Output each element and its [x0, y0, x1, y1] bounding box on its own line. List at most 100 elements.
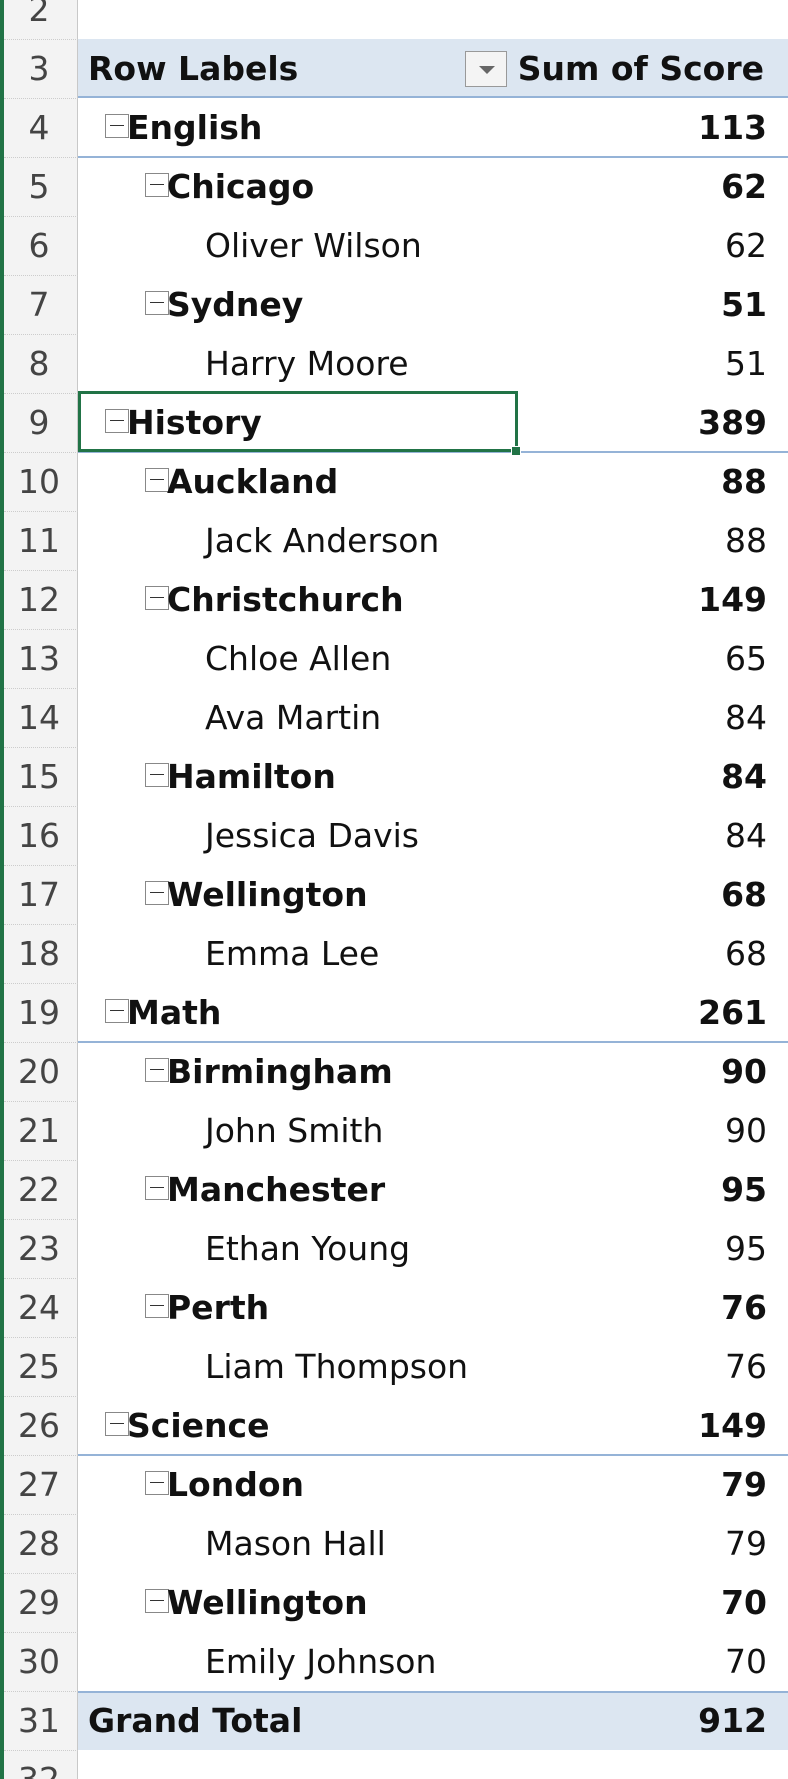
row-gridline — [4, 156, 78, 158]
row-gridline — [4, 1100, 78, 1102]
fill-handle[interactable] — [511, 445, 521, 456]
person-label: Mason Hall — [205, 1523, 386, 1563]
city-label: Wellington — [167, 1582, 368, 1622]
row-number[interactable]: 11 — [18, 520, 60, 560]
row-gridline — [4, 864, 78, 866]
row-gridline — [4, 1631, 78, 1633]
row-gridline — [4, 1454, 78, 1456]
city-value: 149 — [698, 579, 767, 619]
row-number[interactable]: 12 — [18, 579, 60, 619]
row-number[interactable]: 14 — [18, 697, 60, 737]
row-number[interactable]: 19 — [18, 992, 60, 1032]
group-label: English — [127, 107, 263, 147]
row-number[interactable]: 30 — [18, 1641, 60, 1681]
row-number[interactable]: 3 — [28, 48, 50, 88]
person-label: Harry Moore — [205, 343, 409, 383]
city-label: Hamilton — [167, 756, 336, 796]
collapse-button[interactable] — [145, 1588, 169, 1613]
row-number[interactable]: 25 — [18, 1346, 60, 1386]
header-value: Sum of Score — [517, 48, 764, 88]
row-number[interactable]: 20 — [18, 1051, 60, 1091]
collapse-button[interactable] — [145, 172, 169, 197]
city-label: Birmingham — [167, 1051, 393, 1091]
header-band — [78, 38, 788, 98]
row-number[interactable]: 4 — [28, 107, 50, 147]
collapse-button[interactable] — [145, 1470, 169, 1495]
row-number[interactable]: 26 — [18, 1405, 60, 1445]
city-value: 95 — [721, 1169, 767, 1209]
row-number[interactable]: 17 — [18, 874, 60, 914]
row-gridline — [4, 569, 78, 571]
collapse-button[interactable] — [145, 1293, 169, 1318]
row-number[interactable]: 7 — [28, 284, 50, 324]
collapse-button[interactable] — [145, 290, 169, 315]
person-value: 95 — [725, 1228, 767, 1268]
city-value: 70 — [721, 1582, 767, 1622]
row-number[interactable]: 8 — [28, 343, 50, 383]
filter-dropdown[interactable] — [465, 50, 507, 87]
person-label: Oliver Wilson — [205, 225, 422, 265]
row-number[interactable]: 24 — [18, 1287, 60, 1327]
person-value: 90 — [725, 1110, 767, 1150]
row-gridline — [4, 38, 78, 40]
row-number[interactable]: 18 — [18, 933, 60, 973]
city-value: 51 — [721, 284, 767, 324]
row-gridline — [4, 1749, 78, 1751]
city-label: Manchester — [167, 1169, 386, 1209]
collapse-button[interactable] — [105, 998, 129, 1023]
row-number[interactable]: 2 — [28, 0, 50, 29]
person-value: 84 — [725, 815, 767, 855]
row-gridline — [4, 510, 78, 512]
collapse-button[interactable] — [145, 1175, 169, 1200]
row-number[interactable]: 22 — [18, 1169, 60, 1209]
person-label: Chloe Allen — [205, 638, 392, 678]
header-row-labels: Row Labels — [88, 48, 299, 88]
row-number[interactable]: 27 — [18, 1464, 60, 1504]
row-gridline — [4, 1513, 78, 1515]
collapse-button[interactable] — [145, 467, 169, 492]
city-label: Auckland — [167, 461, 339, 501]
collapse-button[interactable] — [145, 762, 169, 787]
group-label: Science — [127, 1405, 270, 1445]
row-gridline — [4, 982, 78, 984]
row-number[interactable]: 9 — [28, 402, 50, 442]
collapse-button[interactable] — [105, 113, 129, 138]
row-number[interactable]: 5 — [28, 166, 50, 206]
collapse-button[interactable] — [145, 585, 169, 610]
collapse-button[interactable] — [105, 1411, 129, 1436]
person-label: Ethan Young — [205, 1228, 411, 1268]
city-value: 84 — [721, 756, 767, 796]
row-gridline — [4, 215, 78, 217]
city-value: 79 — [721, 1464, 767, 1504]
row-gridline — [4, 1041, 78, 1043]
person-value: 79 — [725, 1523, 767, 1563]
row-number[interactable]: 13 — [18, 638, 60, 678]
row-gridline — [4, 1336, 78, 1338]
collapse-button[interactable] — [105, 408, 129, 433]
row-gridline — [4, 1277, 78, 1279]
row-number[interactable]: 32 — [18, 1759, 60, 1779]
collapse-button[interactable] — [145, 880, 169, 905]
row-number[interactable]: 23 — [18, 1228, 60, 1268]
group-border — [78, 1040, 788, 1043]
row-gridline — [4, 923, 78, 925]
row-number[interactable]: 21 — [18, 1110, 60, 1150]
grand-total-label: Grand Total — [88, 1700, 303, 1740]
row-number[interactable]: 31 — [18, 1700, 60, 1740]
row-number[interactable]: 29 — [18, 1582, 60, 1622]
row-number[interactable]: 28 — [18, 1523, 60, 1563]
person-label: Emma Lee — [205, 933, 380, 973]
selection-edge — [0, 0, 4, 1779]
city-value: 68 — [721, 874, 767, 914]
grand-total-value: 912 — [698, 1700, 767, 1740]
row-gridline — [4, 687, 78, 689]
row-number[interactable]: 10 — [18, 461, 60, 501]
row-number[interactable]: 6 — [28, 225, 50, 265]
row-gridline — [4, 805, 78, 807]
row-number[interactable]: 16 — [18, 815, 60, 855]
person-value: 51 — [725, 343, 767, 383]
collapse-button[interactable] — [145, 1057, 169, 1082]
row-gridline — [4, 1395, 78, 1397]
row-number[interactable]: 15 — [18, 756, 60, 796]
